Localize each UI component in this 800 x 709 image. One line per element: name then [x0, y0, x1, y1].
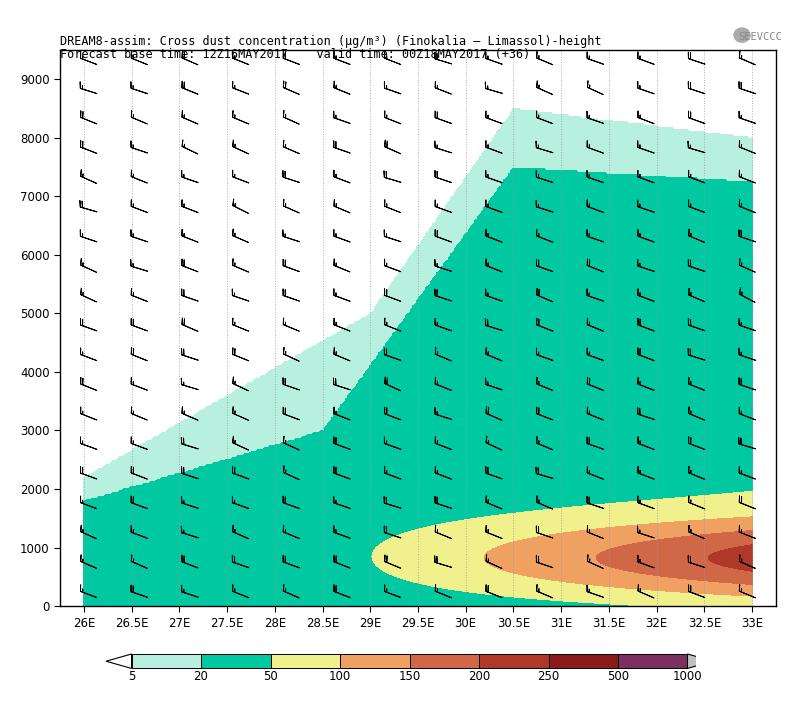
Text: 20: 20	[194, 671, 209, 683]
Text: DREAM8-assim: Cross dust concentration (μg/m³) (Finokalia – Limassol)-height: DREAM8-assim: Cross dust concentration (…	[60, 35, 602, 48]
Text: 150: 150	[398, 671, 421, 683]
Text: 1000: 1000	[673, 671, 702, 683]
Text: 50: 50	[263, 671, 278, 683]
Text: 500: 500	[607, 671, 629, 683]
Bar	[618, 654, 687, 669]
Text: 100: 100	[329, 671, 351, 683]
Bar	[340, 654, 410, 669]
Polygon shape	[687, 654, 713, 669]
Bar	[270, 654, 340, 669]
Bar	[201, 654, 270, 669]
Bar	[410, 654, 479, 669]
Bar	[131, 654, 201, 669]
Text: Forecast base time: 12Z16MAY2017    valid time: 00Z18MAY2017 (+36): Forecast base time: 12Z16MAY2017 valid t…	[60, 48, 530, 60]
Text: 200: 200	[468, 671, 490, 683]
Text: SEEVCCC: SEEVCCC	[738, 32, 782, 42]
Text: 250: 250	[538, 671, 560, 683]
Polygon shape	[106, 654, 131, 669]
Text: 5: 5	[128, 671, 135, 683]
Bar	[549, 654, 618, 669]
Bar	[479, 654, 549, 669]
Circle shape	[734, 28, 750, 43]
